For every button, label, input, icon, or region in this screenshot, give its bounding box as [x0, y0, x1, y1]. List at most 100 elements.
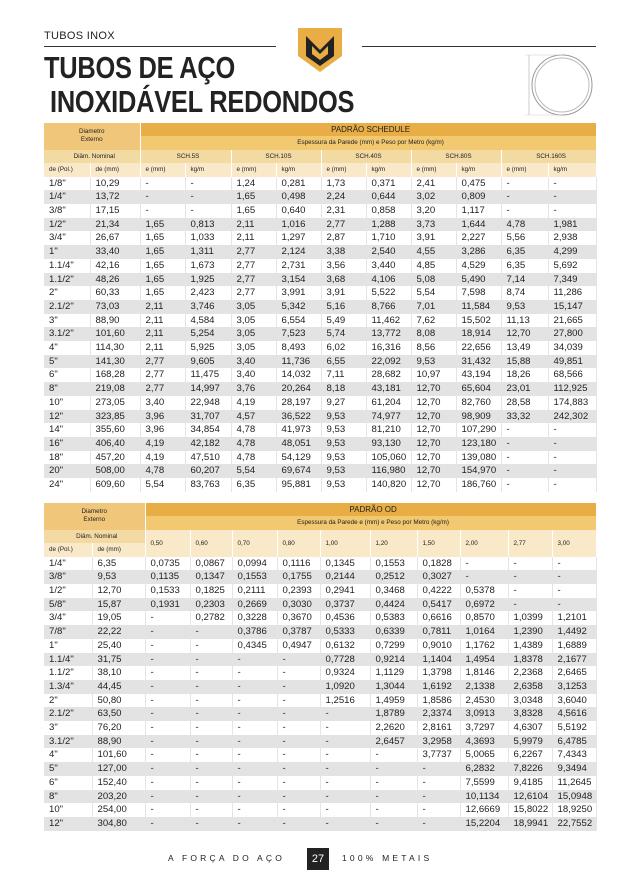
- cell: 12,6669: [460, 803, 509, 817]
- cell: 1,65: [140, 272, 186, 287]
- cell: -: [501, 204, 549, 218]
- cell: 2,540: [366, 245, 412, 259]
- cell: 74,977: [366, 409, 412, 424]
- cell: 12,70: [411, 423, 457, 437]
- cell: 13,72: [90, 190, 141, 205]
- cell: 11,286: [548, 286, 597, 300]
- col-header: e (mm): [231, 163, 277, 177]
- cell: 4,19: [140, 450, 186, 465]
- cell: 49,851: [548, 354, 597, 369]
- cell: 6,554: [276, 313, 322, 328]
- cell: -: [232, 721, 278, 735]
- cell: -: [145, 625, 191, 639]
- cell: 98,909: [456, 409, 502, 424]
- cell: 7,4343: [552, 748, 597, 763]
- cell: 26,67: [90, 231, 141, 246]
- cell: -: [320, 762, 371, 776]
- cell: -: [320, 803, 371, 817]
- cell: 4": [44, 748, 93, 763]
- cell: 1,6889: [552, 638, 597, 653]
- cell: 0,1135: [145, 570, 191, 585]
- cell: 9,53: [92, 570, 146, 585]
- cell: 7,523: [276, 327, 322, 342]
- col-header: kg/m: [185, 163, 232, 177]
- cell: 0,1553: [232, 570, 278, 585]
- cell: 0,1828: [417, 556, 461, 571]
- thickness-header: 0,70: [232, 529, 278, 557]
- cell: 2,3374: [417, 707, 461, 722]
- data-row: 4" 114,30 2,11 5,925 3,05 8,493 6,02 16,316 8,56…: [44, 341, 597, 355]
- cell: -: [370, 762, 418, 776]
- cell: 140,820: [366, 478, 412, 492]
- cell: 116,980: [366, 464, 412, 479]
- data-row: 4" 101,60- - - - - -3,7737 5,0065 6,2267 7,4343: [44, 748, 597, 763]
- cell: 1,65: [140, 245, 186, 259]
- cell: 2,938: [548, 231, 597, 246]
- cell: 0,4345: [232, 638, 278, 653]
- cell: 273,05: [90, 395, 141, 410]
- cell: 7,11: [321, 368, 367, 383]
- cell: 2,77: [140, 354, 186, 369]
- cell: 254,00: [92, 803, 146, 817]
- cell: -: [190, 803, 233, 817]
- cell: 3,38: [321, 245, 367, 259]
- header-row: Diâm. Nominal SCH.5S SCH.10S SCH.40S SCH.80S…: [44, 149, 597, 164]
- cell: -: [277, 734, 321, 749]
- cell: 95,881: [276, 478, 322, 492]
- cell: 14": [44, 423, 91, 437]
- cell: 6,35: [231, 478, 277, 492]
- cell: 2,41: [411, 176, 457, 191]
- data-row: 5" 127,00- - - - - - -6,2832 7,8226 9,3494: [44, 762, 597, 776]
- cell: 9,605: [185, 354, 232, 369]
- cell: 2,87: [321, 231, 367, 246]
- data-table: Diametro Externo PADRÃO OD Espessura da Pa…: [44, 503, 597, 831]
- thickness-header: 0,50: [145, 529, 191, 557]
- cell: 5,49: [321, 313, 367, 328]
- cell: -: [140, 176, 186, 191]
- data-row: 20" 508,00 4,78 60,207 5,54 69,674 9,53 116,980…: [44, 464, 597, 479]
- cell: -: [277, 748, 321, 763]
- data-row: 1/8" 10,29- -1,24 0,281 1,73 0,371 2,41 0,475- -: [44, 176, 597, 191]
- cell: -: [417, 775, 461, 790]
- cell: 174,883: [548, 395, 597, 410]
- cell: 1,297: [276, 231, 322, 246]
- group-header: SCH.160S: [501, 149, 597, 164]
- cell: 7,62: [411, 313, 457, 328]
- data-row: 3/4" 19,05-0,2782 0,3228 0,3670 0,4536 0,5383…: [44, 611, 597, 626]
- cell: 168,28: [90, 368, 141, 383]
- cell: 6,2267: [508, 748, 553, 763]
- cell: 7,8226: [508, 762, 553, 776]
- cell: 0,3787: [277, 625, 321, 639]
- cell: 2": [44, 693, 93, 708]
- cell: -: [548, 190, 597, 205]
- cell: 1,65: [140, 231, 186, 246]
- cell: -: [548, 478, 597, 492]
- col-header: kg/m: [366, 163, 412, 177]
- cell: -: [190, 693, 233, 708]
- header-row: Espessura da Parede (mm) e Peso por Metr…: [44, 136, 597, 150]
- cell: 5,925: [185, 341, 232, 355]
- cell: 0,4947: [277, 638, 321, 653]
- cell: -: [190, 816, 233, 831]
- cell: 0,640: [276, 204, 322, 218]
- cell: -: [320, 721, 371, 735]
- cell: 3,2958: [417, 734, 461, 749]
- cell: -: [232, 734, 278, 749]
- cell: 8": [44, 382, 91, 396]
- cell: -: [232, 816, 278, 831]
- cell: 12,70: [411, 436, 457, 451]
- cell: 6": [44, 368, 91, 383]
- cell: 0,4222: [417, 584, 461, 598]
- cell: -: [552, 556, 597, 571]
- cell: 3/4": [44, 611, 93, 626]
- cell: 60,33: [90, 286, 141, 300]
- cell: 101,60: [92, 748, 146, 763]
- cell: 114,30: [90, 341, 141, 355]
- data-row: 6" 168,28 2,77 11,475 3,40 14,032 7,11 28,682 10…: [44, 368, 597, 383]
- header-row: Diâm. Nominal 0,50 0,60 0,70 0,80 1,00 1,20 1,5…: [44, 529, 597, 557]
- cell: 2,11: [140, 313, 186, 328]
- cell: 1,016: [276, 217, 322, 232]
- cell: 1,2516: [320, 693, 371, 708]
- cell: 10,29: [90, 176, 141, 191]
- cell: 2.1/2": [44, 707, 93, 722]
